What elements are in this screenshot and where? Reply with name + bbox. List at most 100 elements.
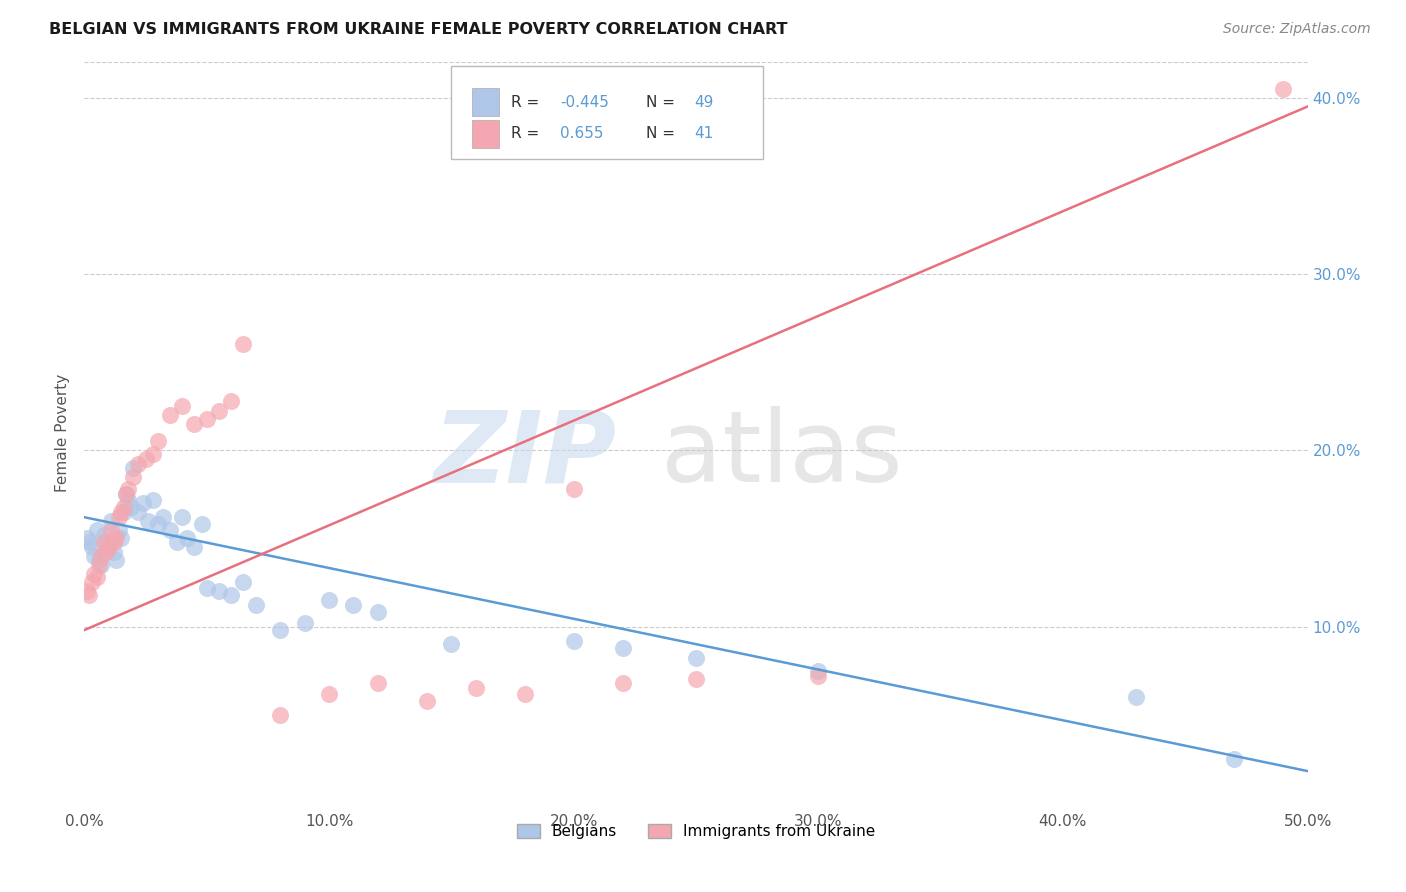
Point [96, 535, 118, 549]
Point [96, 545, 118, 559]
Point [115, 487, 138, 501]
Point [112, 505, 135, 519]
Point [1223, 752, 1246, 766]
Point [513, 686, 536, 700]
Point [245, 599, 267, 613]
Point [367, 606, 389, 620]
Point [117, 482, 139, 496]
Point [208, 404, 231, 418]
Point [612, 640, 634, 655]
Point [172, 510, 194, 524]
Text: -0.445: -0.445 [560, 95, 609, 110]
Point [135, 452, 157, 467]
Point [195, 411, 218, 425]
Point [87, 558, 110, 572]
Text: 0.655: 0.655 [560, 126, 603, 141]
Point [142, 447, 165, 461]
Point [107, 523, 129, 537]
Point [146, 434, 169, 449]
Point [562, 482, 585, 496]
Point [112, 500, 135, 514]
Text: N =: N = [645, 126, 679, 141]
Point [127, 505, 149, 519]
Point [318, 593, 340, 607]
Point [183, 540, 205, 554]
Text: ZIP: ZIP [433, 407, 616, 503]
Point [100, 514, 122, 528]
Point [219, 393, 242, 408]
Point [87, 552, 110, 566]
Text: 41: 41 [695, 126, 714, 141]
Point [90, 558, 112, 572]
Point [120, 500, 142, 514]
Text: atlas: atlas [661, 407, 903, 503]
Text: 49: 49 [695, 95, 714, 110]
Point [122, 461, 145, 475]
Point [122, 469, 145, 483]
Point [136, 514, 159, 528]
Point [100, 523, 122, 537]
Point [183, 417, 205, 431]
Point [142, 492, 165, 507]
Point [232, 337, 254, 351]
Point [232, 575, 254, 590]
Point [294, 615, 316, 630]
Point [367, 676, 389, 690]
Point [166, 535, 188, 549]
Point [93, 535, 115, 549]
Point [685, 651, 707, 665]
Text: R =: R = [512, 126, 550, 141]
Point [105, 552, 128, 566]
Point [103, 535, 125, 549]
Point [562, 633, 585, 648]
Point [208, 584, 231, 599]
Point [77, 535, 100, 549]
Point [86, 523, 108, 537]
Point [110, 532, 132, 546]
Point [127, 458, 149, 472]
Point [219, 588, 242, 602]
Point [152, 510, 174, 524]
Point [269, 707, 291, 722]
Text: Source: ZipAtlas.com: Source: ZipAtlas.com [1223, 22, 1371, 37]
Point [97, 540, 120, 554]
Point [159, 523, 181, 537]
Point [318, 686, 340, 700]
Point [110, 505, 132, 519]
Point [191, 517, 214, 532]
Point [416, 693, 439, 707]
Point [1125, 690, 1147, 704]
Legend: Belgians, Immigrants from Ukraine: Belgians, Immigrants from Ukraine [509, 817, 883, 847]
Point [807, 664, 830, 678]
Point [342, 599, 364, 613]
Point [117, 492, 139, 507]
Point [90, 549, 112, 563]
Point [80, 540, 103, 554]
Point [97, 540, 120, 554]
Point [76, 584, 98, 599]
Point [93, 528, 115, 542]
Point [80, 575, 103, 590]
Point [105, 532, 128, 546]
Point [176, 532, 198, 546]
Point [76, 532, 98, 546]
Point [269, 623, 291, 637]
Point [107, 510, 129, 524]
Point [464, 681, 486, 696]
Point [440, 637, 463, 651]
Point [132, 496, 155, 510]
Point [77, 588, 100, 602]
Point [159, 408, 181, 422]
Text: N =: N = [645, 95, 679, 110]
Point [86, 570, 108, 584]
Point [103, 545, 125, 559]
FancyBboxPatch shape [472, 88, 499, 116]
Point [195, 581, 218, 595]
FancyBboxPatch shape [451, 66, 763, 159]
Point [1272, 82, 1295, 96]
Text: BELGIAN VS IMMIGRANTS FROM UKRAINE FEMALE POVERTY CORRELATION CHART: BELGIAN VS IMMIGRANTS FROM UKRAINE FEMAL… [49, 22, 787, 37]
Point [172, 399, 194, 413]
Point [83, 549, 105, 563]
Point [612, 676, 634, 690]
Point [83, 566, 105, 581]
